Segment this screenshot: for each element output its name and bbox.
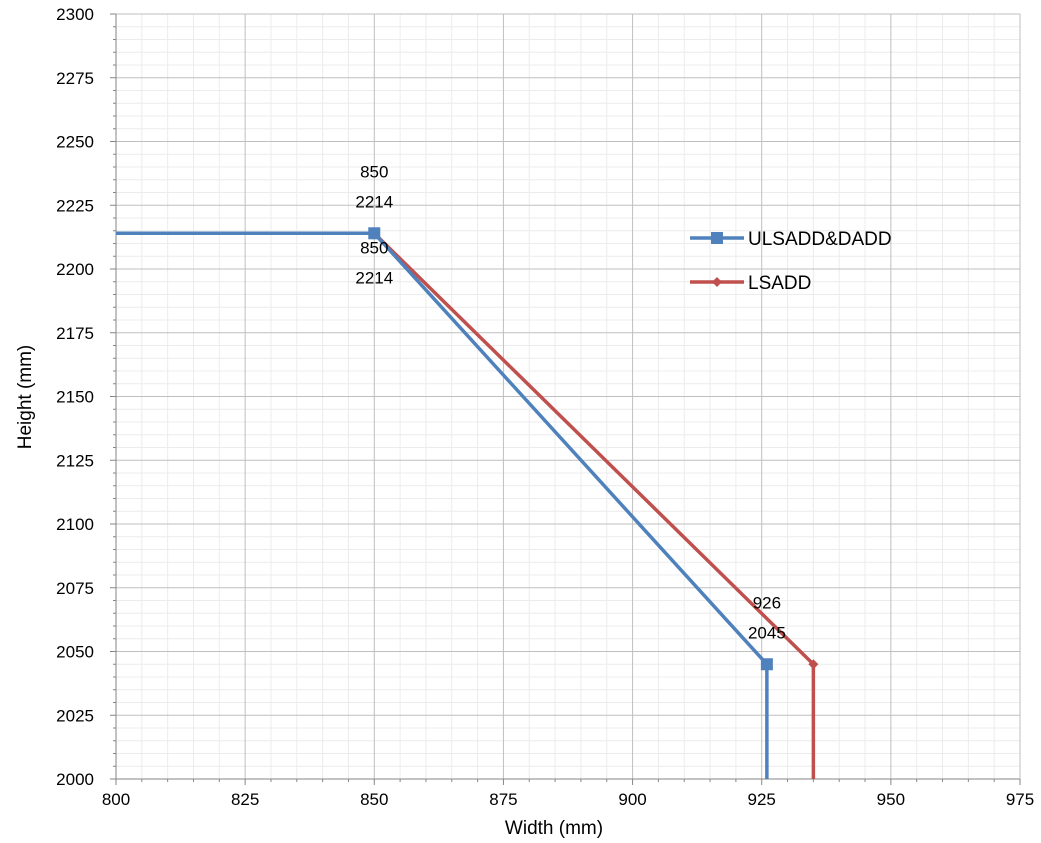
legend-item-LSADD: LSADD bbox=[690, 273, 811, 294]
legend: ULSADD&DADD LSADD bbox=[690, 229, 892, 294]
x-tick-label: 900 bbox=[618, 790, 646, 809]
data-label-y: 2045 bbox=[748, 623, 786, 642]
x-tick-label: 875 bbox=[489, 790, 517, 809]
x-axis-ticks: 800 825 850 875 900 925 950 975 bbox=[102, 779, 1034, 809]
data-point bbox=[368, 227, 381, 240]
y-tick-label: 2125 bbox=[56, 451, 94, 470]
x-tick-label: 800 bbox=[102, 790, 130, 809]
data-point bbox=[760, 658, 773, 671]
y-tick-label: 2300 bbox=[56, 5, 94, 24]
data-label-y: 2214 bbox=[355, 192, 393, 211]
data-labels: 850 2214 850 2214 926 2045 bbox=[355, 162, 785, 642]
y-tick-label: 2225 bbox=[56, 196, 94, 215]
series-lines bbox=[116, 227, 819, 779]
y-tick-label: 2025 bbox=[56, 706, 94, 725]
y-axis-ticks: 2000 2025 2050 2075 2100 2125 2150 2175 2200 2225… bbox=[56, 5, 116, 789]
x-tick-label: 850 bbox=[360, 790, 388, 809]
y-axis-title: Height (mm) bbox=[15, 345, 36, 450]
legend-marker bbox=[711, 232, 723, 244]
y-tick-label: 2000 bbox=[56, 770, 94, 789]
y-tick-label: 2100 bbox=[56, 515, 94, 534]
y-tick-label: 2175 bbox=[56, 324, 94, 343]
data-label-x: 926 bbox=[753, 593, 781, 612]
legend-marker bbox=[712, 277, 722, 287]
x-tick-label: 925 bbox=[748, 790, 776, 809]
x-tick-label: 975 bbox=[1006, 790, 1034, 809]
x-tick-label: 950 bbox=[877, 790, 905, 809]
data-label-x: 850 bbox=[360, 162, 388, 181]
data-label-x: 850 bbox=[360, 238, 388, 257]
y-tick-label: 2050 bbox=[56, 643, 94, 662]
data-label-y: 2214 bbox=[355, 268, 393, 287]
major-gridlines bbox=[116, 13, 1021, 779]
x-tick-label: 825 bbox=[231, 790, 259, 809]
y-tick-label: 2200 bbox=[56, 260, 94, 279]
y-tick-label: 2150 bbox=[56, 388, 94, 407]
series-ULSADD&DADD bbox=[116, 227, 773, 779]
x-axis-title: Width (mm) bbox=[505, 818, 603, 839]
series-line bbox=[116, 231, 769, 779]
data-point bbox=[808, 659, 819, 670]
legend-label: ULSADD&DADD bbox=[748, 229, 892, 250]
legend-label: LSADD bbox=[748, 273, 811, 294]
y-tick-label: 2075 bbox=[56, 579, 94, 598]
legend-item-ULSADD&DADD: ULSADD&DADD bbox=[690, 229, 892, 250]
y-tick-label: 2275 bbox=[56, 69, 94, 88]
y-tick-label: 2250 bbox=[56, 133, 94, 152]
